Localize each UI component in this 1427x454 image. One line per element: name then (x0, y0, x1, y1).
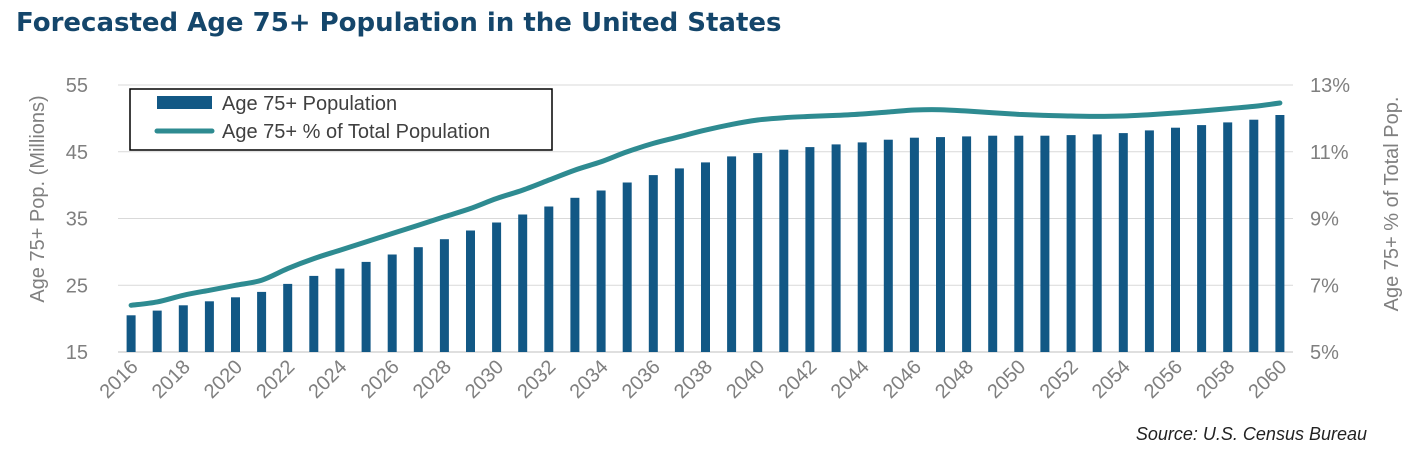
x-tick-label: 2024 (304, 356, 351, 403)
bar (622, 182, 632, 352)
bar (361, 261, 371, 352)
y-tick-label: 35 (66, 209, 88, 231)
bar (1014, 135, 1024, 352)
bar (1223, 122, 1233, 353)
x-tick-label: 2028 (409, 356, 456, 403)
bar (909, 137, 919, 352)
bar (204, 301, 214, 352)
line-series (128, 100, 1283, 308)
bar (126, 315, 136, 352)
chart-title: Forecasted Age 75+ Population in the Uni… (16, 8, 782, 38)
source-note: Source: U.S. Census Bureau (1136, 424, 1367, 444)
x-tick-label: 2042 (774, 356, 821, 403)
y2-tick-label: 9% (1310, 209, 1339, 231)
y2-tick-label: 13% (1310, 75, 1350, 97)
x-tick-label: 2058 (1192, 356, 1239, 403)
x-tick-label: 2022 (252, 356, 299, 403)
x-tick-label: 2056 (1140, 356, 1187, 403)
bar (1275, 115, 1285, 352)
bar (518, 214, 528, 352)
x-tick-label: 2026 (357, 356, 404, 403)
y2-tick-label: 11% (1310, 142, 1349, 164)
bar (701, 162, 710, 352)
bar (439, 239, 449, 352)
bar (753, 153, 763, 352)
bar (1040, 135, 1050, 352)
bar (1171, 127, 1180, 352)
legend: Age 75+ Population Age 75+ % of Total Po… (129, 88, 553, 151)
bar (727, 156, 737, 352)
x-tick-label: 2050 (983, 356, 1030, 403)
y2-tick-label: 7% (1310, 275, 1339, 297)
bar (492, 222, 502, 352)
bar (466, 230, 475, 352)
x-tick-label: 2034 (566, 356, 613, 403)
bar (883, 139, 893, 352)
bar (674, 168, 684, 352)
x-tick-label: 2018 (148, 356, 195, 403)
bar (962, 136, 972, 352)
x-tick-label: 2036 (618, 356, 665, 403)
y-tick-label: 55 (66, 75, 88, 97)
legend-bar-label: Age 75+ Population (222, 93, 397, 115)
bar (1197, 125, 1207, 352)
bar (988, 135, 998, 352)
bar (570, 197, 580, 352)
x-tick-label: 2020 (200, 356, 247, 403)
bar (596, 190, 606, 352)
x-tick-label: 2016 (96, 356, 143, 403)
bar (231, 297, 240, 352)
y-tick-label: 45 (66, 142, 88, 164)
x-tick-label: 2046 (879, 356, 926, 403)
bar (805, 147, 815, 352)
x-tick-label: 2044 (827, 356, 874, 403)
bar (309, 275, 319, 352)
left-axis-title: Age 75+ Pop. (Millions) (27, 95, 49, 302)
right-axis-title: Age 75+ % of Total Pop. (1381, 97, 1403, 312)
bar (1092, 134, 1102, 352)
bar (544, 206, 554, 352)
bar (648, 175, 658, 352)
y-tick-label: 15 (66, 342, 88, 364)
bar (1066, 135, 1076, 352)
x-tick-label: 2060 (1244, 356, 1291, 403)
legend-bar-swatch (157, 96, 212, 109)
x-tick-label: 2030 (461, 356, 508, 403)
legend-line-label: Age 75+ % of Total Population (222, 121, 490, 143)
bar (1144, 130, 1154, 352)
bar (152, 310, 162, 352)
x-tick-label: 2040 (722, 356, 769, 403)
bar (857, 142, 867, 352)
x-tick-label: 2038 (670, 356, 717, 403)
y2-tick-label: 5% (1310, 342, 1339, 364)
bar (178, 305, 188, 352)
x-tick-label: 2048 (931, 356, 978, 403)
bar (257, 291, 267, 352)
bar (779, 149, 789, 352)
bar (1249, 119, 1259, 352)
percent-line (128, 100, 1283, 308)
bar (1118, 133, 1128, 352)
bar (413, 247, 423, 352)
bar (831, 144, 841, 352)
bar (387, 254, 397, 352)
bar-series (126, 115, 1285, 353)
x-tick-label: 2052 (1036, 356, 1083, 403)
x-tick-label: 2054 (1088, 356, 1135, 403)
bar (335, 268, 345, 352)
y-tick-label: 25 (66, 275, 88, 297)
bar (936, 137, 945, 352)
x-tick-label: 2032 (513, 356, 560, 403)
bar (283, 283, 293, 352)
